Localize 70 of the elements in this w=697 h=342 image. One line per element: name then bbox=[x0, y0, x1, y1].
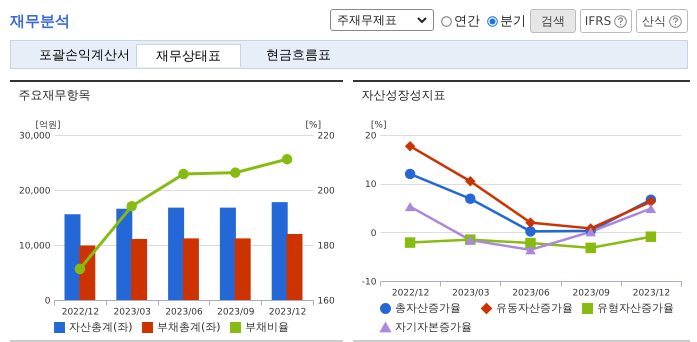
legend-label: 자기자본증가율 bbox=[395, 320, 472, 334]
legend-label: 부채비율 bbox=[245, 320, 289, 334]
y-tick-label: 20,000 bbox=[19, 186, 51, 196]
y2-tick-label: 220 bbox=[318, 132, 335, 142]
legend-label: 부채총계(좌) bbox=[157, 320, 221, 334]
legend-label: 유동자산증가율 bbox=[496, 302, 573, 315]
text: IFRS bbox=[580, 9, 632, 33]
y-tick-label: 0 bbox=[44, 296, 51, 306]
text: 검색 bbox=[530, 9, 576, 33]
legend-label: 자산총계(좌) bbox=[69, 320, 133, 334]
point bbox=[646, 204, 656, 214]
point bbox=[585, 242, 596, 254]
text: 재무분석 bbox=[10, 12, 70, 31]
bar bbox=[64, 214, 80, 300]
y2-axis-title: [%] bbox=[306, 120, 322, 130]
legend-label: 유형자산증가율 bbox=[597, 302, 674, 315]
point bbox=[525, 238, 536, 248]
point bbox=[404, 140, 416, 152]
y-tick-label: 10 bbox=[365, 180, 377, 190]
x-tick-label: 2023/03 bbox=[452, 288, 490, 298]
point bbox=[465, 176, 476, 186]
point bbox=[178, 168, 189, 180]
y2-tick-label: 200 bbox=[318, 186, 335, 196]
point bbox=[282, 154, 292, 164]
y-tick-label: 30,000 bbox=[19, 132, 51, 142]
point bbox=[525, 217, 536, 228]
x-tick-label: 2023/12 bbox=[632, 288, 670, 298]
point bbox=[230, 167, 241, 178]
point bbox=[404, 168, 416, 180]
legend-label: 총자산증가율 bbox=[395, 302, 461, 315]
text: 포괄손익계산서 bbox=[39, 47, 130, 64]
x-tick-label: 2023/09 bbox=[572, 288, 610, 298]
point bbox=[465, 194, 476, 204]
y-tick-label: 20 bbox=[365, 132, 377, 142]
chart-title: 주요재무항목 bbox=[18, 88, 91, 102]
bar bbox=[220, 208, 236, 300]
text: 연간 bbox=[453, 13, 480, 30]
text: 현금흐름표 bbox=[266, 47, 331, 64]
point bbox=[126, 200, 137, 212]
point bbox=[74, 264, 86, 274]
x-tick-label: 2023/06 bbox=[165, 308, 203, 318]
text: 분기 bbox=[499, 13, 526, 30]
y-tick-label: 10,000 bbox=[19, 242, 51, 252]
x-tick-label: 2023/06 bbox=[512, 288, 550, 298]
y-axis-title: [%] bbox=[370, 120, 386, 130]
bar bbox=[272, 202, 288, 300]
x-tick-label: 2023/09 bbox=[217, 308, 255, 318]
bar bbox=[234, 238, 251, 300]
y-tick-label: 0 bbox=[370, 228, 377, 239]
bar bbox=[131, 238, 148, 300]
y2-tick-label: 180 bbox=[318, 242, 335, 252]
point bbox=[404, 237, 416, 248]
text: 주재무제표 bbox=[337, 12, 397, 28]
text: 재무상태표 bbox=[136, 44, 241, 67]
x-tick-label: 2022/12 bbox=[392, 288, 430, 298]
text: 산식 bbox=[636, 9, 688, 33]
bar bbox=[286, 234, 302, 300]
point bbox=[525, 245, 536, 254]
y-tick-label: -10 bbox=[362, 278, 377, 288]
bar bbox=[168, 208, 184, 300]
point bbox=[525, 226, 536, 237]
y-axis-title: [억원] bbox=[35, 120, 60, 130]
x-tick-label: 2022/12 bbox=[62, 308, 100, 318]
x-tick-label: 2023/03 bbox=[114, 308, 151, 318]
point bbox=[404, 202, 416, 212]
chart-title: 자산성장성지표 bbox=[361, 88, 446, 102]
point bbox=[646, 231, 656, 242]
x-tick-label: 2023/12 bbox=[268, 308, 306, 318]
bar bbox=[182, 238, 199, 300]
y2-tick-label: 160 bbox=[318, 296, 335, 306]
